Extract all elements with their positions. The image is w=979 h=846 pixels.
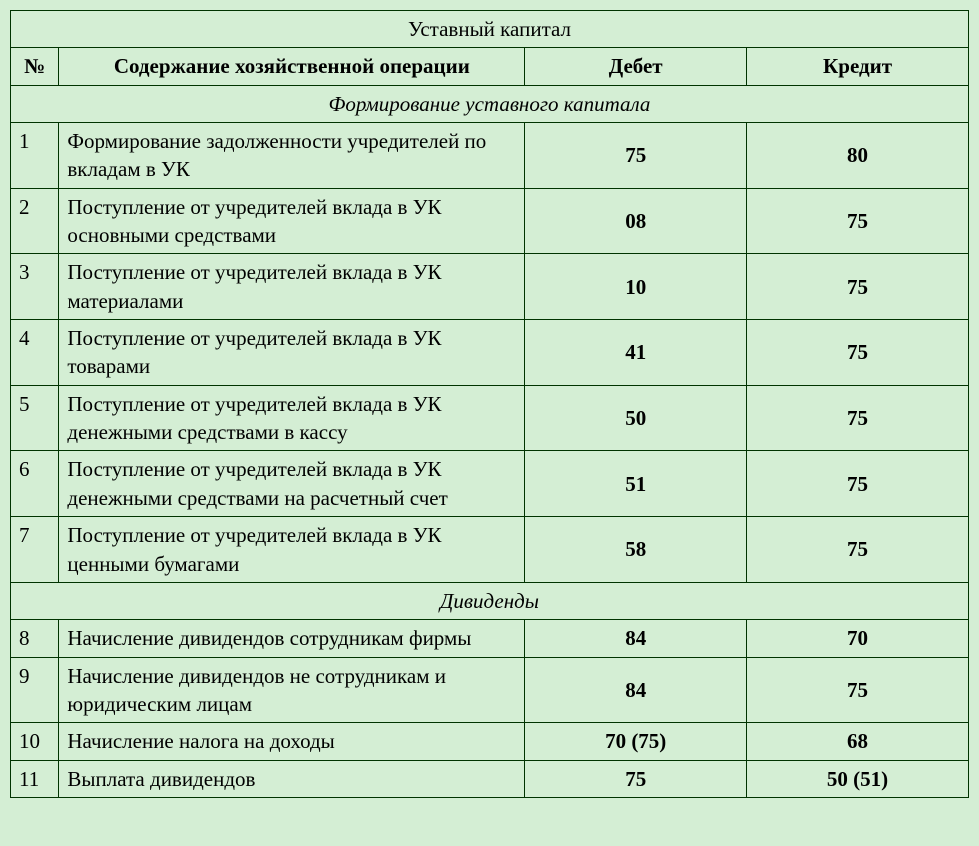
table-title: Уставный капитал [11, 11, 969, 48]
row-number: 9 [11, 657, 59, 723]
table-row: 10Начисление налога на доходы70 (75)68 [11, 723, 969, 760]
row-debit: 08 [525, 188, 747, 254]
row-number: 8 [11, 620, 59, 657]
table-row: 8Начисление дивидендов сотрудникам фирмы… [11, 620, 969, 657]
row-description: Начисление дивидендов сотрудникам фирмы [59, 620, 525, 657]
row-debit: 70 (75) [525, 723, 747, 760]
row-debit: 84 [525, 620, 747, 657]
row-credit: 75 [747, 517, 969, 583]
table-row: 6Поступление от учредителей вклада в УК … [11, 451, 969, 517]
row-credit: 75 [747, 254, 969, 320]
row-description: Поступление от учредителей вклада в УК т… [59, 320, 525, 386]
row-debit: 41 [525, 320, 747, 386]
row-debit: 51 [525, 451, 747, 517]
row-credit: 75 [747, 451, 969, 517]
row-debit: 75 [525, 123, 747, 189]
row-number: 10 [11, 723, 59, 760]
row-number: 4 [11, 320, 59, 386]
row-credit: 75 [747, 188, 969, 254]
table-row: 3Поступление от учредителей вклада в УК … [11, 254, 969, 320]
row-description: Поступление от учредителей вклада в УК д… [59, 451, 525, 517]
accounting-table: Уставный капитал№Содержание хозяйственно… [10, 10, 969, 798]
row-number: 6 [11, 451, 59, 517]
row-debit: 58 [525, 517, 747, 583]
row-debit: 10 [525, 254, 747, 320]
row-credit: 70 [747, 620, 969, 657]
row-description: Поступление от учредителей вклада в УК д… [59, 385, 525, 451]
column-header-debit: Дебет [525, 48, 747, 85]
row-description: Начисление дивидендов не сотрудникам и ю… [59, 657, 525, 723]
section-heading: Формирование уставного капитала [11, 85, 969, 122]
table-row: 9Начисление дивидендов не сотрудникам и … [11, 657, 969, 723]
table-row: 1Формирование задолженности учредителей … [11, 123, 969, 189]
row-number: 3 [11, 254, 59, 320]
row-description: Поступление от учредителей вклада в УК ц… [59, 517, 525, 583]
row-number: 7 [11, 517, 59, 583]
row-description: Поступление от учредителей вклада в УК м… [59, 254, 525, 320]
row-number: 11 [11, 760, 59, 797]
row-credit: 50 (51) [747, 760, 969, 797]
row-description: Выплата дивидендов [59, 760, 525, 797]
row-debit: 84 [525, 657, 747, 723]
table-row: 2Поступление от учредителей вклада в УК … [11, 188, 969, 254]
table-row: 5Поступление от учредителей вклада в УК … [11, 385, 969, 451]
table-row: 11Выплата дивидендов7550 (51) [11, 760, 969, 797]
column-header-desc: Содержание хозяйственной операции [59, 48, 525, 85]
section-heading: Дивиденды [11, 582, 969, 619]
row-number: 2 [11, 188, 59, 254]
row-credit: 75 [747, 657, 969, 723]
row-debit: 75 [525, 760, 747, 797]
row-credit: 75 [747, 385, 969, 451]
row-description: Начисление налога на доходы [59, 723, 525, 760]
row-debit: 50 [525, 385, 747, 451]
row-credit: 68 [747, 723, 969, 760]
row-description: Поступление от учредителей вклада в УК о… [59, 188, 525, 254]
row-credit: 80 [747, 123, 969, 189]
row-description: Формирование задолженности учредителей п… [59, 123, 525, 189]
row-number: 1 [11, 123, 59, 189]
column-header-credit: Кредит [747, 48, 969, 85]
row-number: 5 [11, 385, 59, 451]
column-header-num: № [11, 48, 59, 85]
table-row: 7Поступление от учредителей вклада в УК … [11, 517, 969, 583]
row-credit: 75 [747, 320, 969, 386]
table-row: 4Поступление от учредителей вклада в УК … [11, 320, 969, 386]
